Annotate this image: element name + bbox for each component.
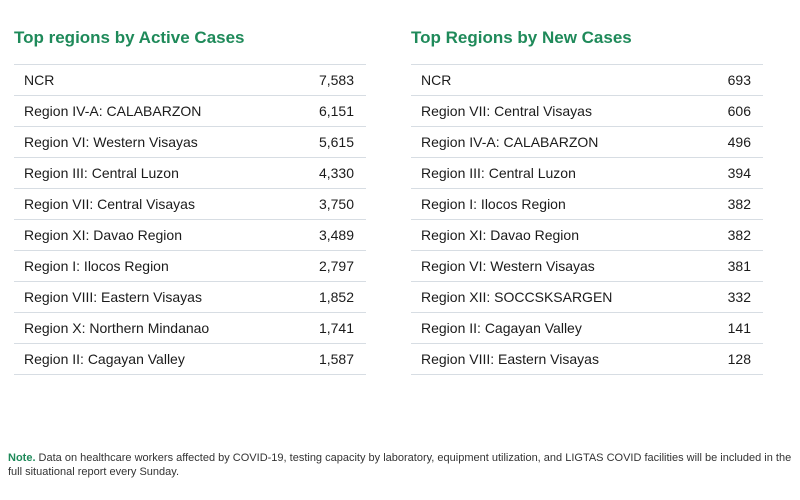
table-row: Region VIII: Eastern Visayas 128	[411, 344, 763, 375]
case-count: 382	[727, 227, 751, 243]
table-row: NCR 693	[411, 65, 763, 96]
table-row: Region VI: Western Visayas 381	[411, 251, 763, 282]
region-name: Region VII: Central Visayas	[421, 103, 592, 119]
footnote: Note. Data on healthcare workers affecte…	[8, 451, 794, 479]
region-name: Region I: Ilocos Region	[421, 196, 566, 212]
case-count: 141	[727, 320, 751, 336]
region-name: Region I: Ilocos Region	[24, 258, 169, 274]
table-row: Region II: Cagayan Valley 141	[411, 313, 763, 344]
note-label: Note.	[8, 452, 36, 464]
case-count: 6,151	[318, 103, 354, 119]
region-name: Region IV-A: CALABARZON	[421, 134, 599, 150]
region-name: Region VI: Western Visayas	[421, 258, 595, 274]
region-name: Region II: Cagayan Valley	[421, 320, 582, 336]
active-cases-title: Top regions by Active Cases	[14, 28, 245, 47]
new-cases-panel: Top Regions by New Cases NCR 693 Region V…	[411, 26, 763, 375]
region-name: Region III: Central Luzon	[24, 165, 179, 181]
region-name: NCR	[421, 72, 452, 88]
table-row: Region I: Ilocos Region 2,797	[14, 251, 366, 282]
table-row: Region VII: Central Visayas 3,750	[14, 189, 366, 220]
table-row: Region IV-A: CALABARZON 496	[411, 127, 763, 158]
region-name: Region VIII: Eastern Visayas	[421, 351, 599, 367]
table-row: Region XII: SOCCSKSARGEN 332	[411, 282, 763, 313]
region-name: Region III: Central Luzon	[421, 165, 576, 181]
case-count: 332	[727, 289, 751, 305]
top-strip	[0, 0, 800, 6]
case-count: 606	[727, 103, 751, 119]
region-name: Region XI: Davao Region	[24, 227, 182, 243]
region-name: Region VIII: Eastern Visayas	[24, 289, 202, 305]
case-count: 496	[727, 134, 751, 150]
case-count: 382	[727, 196, 751, 212]
table-row: Region I: Ilocos Region 382	[411, 189, 763, 220]
case-count: 394	[727, 165, 751, 181]
table-row: Region IV-A: CALABARZON 6,151	[14, 96, 366, 127]
case-count: 3,750	[318, 196, 354, 212]
case-count: 4,330	[318, 165, 354, 181]
case-count: 3,489	[318, 227, 354, 243]
case-count: 381	[727, 258, 751, 274]
region-name: Region IV-A: CALABARZON	[24, 103, 202, 119]
case-count: 1,587	[318, 351, 354, 367]
case-count: 693	[727, 72, 751, 88]
table-row: Region VI: Western Visayas 5,615	[14, 127, 366, 158]
table-row: Region VIII: Eastern Visayas 1,852	[14, 282, 366, 313]
case-count: 128	[727, 351, 751, 367]
table-row: Region VII: Central Visayas 606	[411, 96, 763, 127]
active-cases-panel: Top regions by Active Cases NCR 7,583 Reg…	[14, 26, 366, 375]
region-name: NCR	[24, 72, 55, 88]
note-text: Data on healthcare workers affected by C…	[8, 452, 792, 478]
table-row: Region II: Cagayan Valley 1,587	[14, 344, 366, 375]
region-name: Region X: Northern Mindanao	[24, 320, 210, 336]
region-name: Region XI: Davao Region	[421, 227, 579, 243]
table-row: Region XI: Davao Region 3,489	[14, 220, 366, 251]
region-name: Region II: Cagayan Valley	[24, 351, 185, 367]
case-count: 1,741	[318, 320, 354, 336]
region-name: Region VI: Western Visayas	[24, 134, 198, 150]
table-row: NCR 7,583	[14, 65, 366, 96]
new-cases-table: NCR 693 Region VII: Central Visayas 606 Re…	[411, 64, 763, 375]
case-count: 5,615	[318, 134, 354, 150]
region-name: Region XII: SOCCSKSARGEN	[421, 289, 613, 305]
table-row: Region III: Central Luzon 394	[411, 158, 763, 189]
active-cases-table: NCR 7,583 Region IV-A: CALABARZON 6,151 Re…	[14, 64, 366, 375]
case-count: 2,797	[318, 258, 354, 274]
new-cases-title: Top Regions by New Cases	[411, 28, 632, 47]
region-name: Region VII: Central Visayas	[24, 196, 195, 212]
case-count: 7,583	[318, 72, 354, 88]
table-row: Region X: Northern Mindanao 1,741	[14, 313, 366, 344]
table-row: Region XI: Davao Region 382	[411, 220, 763, 251]
case-count: 1,852	[318, 289, 354, 305]
table-row: Region III: Central Luzon 4,330	[14, 158, 366, 189]
